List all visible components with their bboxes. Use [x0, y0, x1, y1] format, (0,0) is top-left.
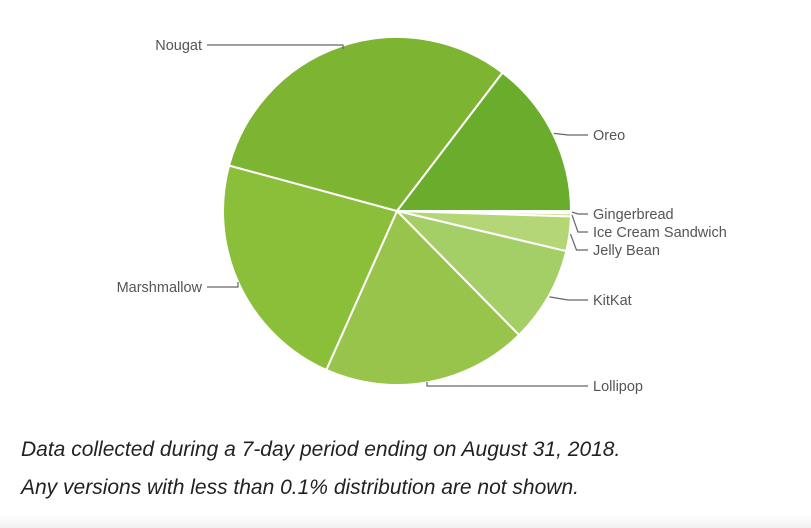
slice-label-nougat: Nougat [155, 38, 202, 54]
leader-line-nougat [207, 44, 344, 49]
pie-slice-nougat [228, 36, 504, 212]
slice-label-oreo: Oreo [593, 128, 625, 144]
leader-line-jelly-bean [569, 233, 588, 251]
slice-label-lollipop: Lollipop [593, 379, 643, 395]
pie-chart: Gingerbread Ice Cream Sandwich Jelly Bean K… [117, 36, 727, 395]
slice-labels: Gingerbread Ice Cream Sandwich Jelly Bean K… [117, 38, 727, 395]
slice-label-jelly-bean: Jelly Bean [593, 243, 660, 259]
bottom-fade [0, 514, 811, 528]
caption-collection-period: Data collected during a 7-day period end… [21, 438, 621, 461]
leader-lines [207, 44, 588, 387]
leader-line-oreo [553, 132, 588, 136]
slice-label-ice-cream-sandwich: Ice Cream Sandwich [593, 225, 727, 241]
pie-slice-lollipop [325, 210, 521, 386]
slice-label-marshmallow: Marshmallow [117, 280, 203, 296]
slice-label-kitkat: KitKat [593, 293, 632, 309]
leader-line-kitkat [549, 296, 588, 301]
pie-slice-oreo [396, 71, 572, 212]
pie-slice-kitkat [396, 210, 568, 336]
leader-line-marshmallow [207, 282, 239, 288]
leader-line-gingerbread [571, 211, 588, 215]
slice-label-gingerbread: Gingerbread [593, 207, 674, 223]
caption-distribution-note: Any versions with less than 0.1% distrib… [21, 476, 579, 499]
pie-slice-marshmallow [222, 164, 398, 371]
pie-slices [222, 36, 573, 386]
leader-line-lollipop [426, 382, 588, 387]
leader-line-ice-cream-sandwich [571, 214, 588, 233]
